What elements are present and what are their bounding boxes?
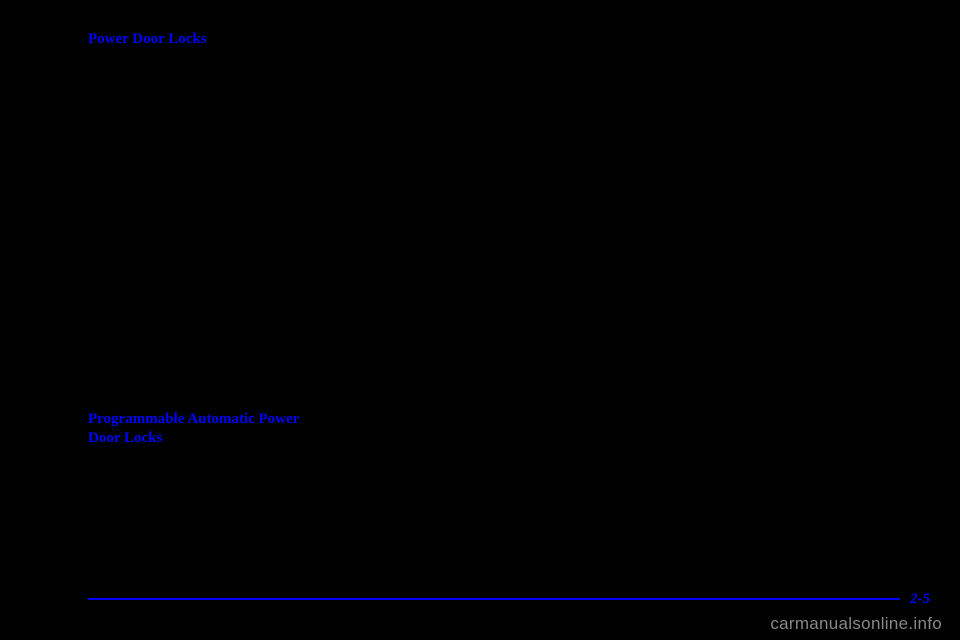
section-header-line2: Door Locks (88, 429, 488, 449)
watermark: carmanualsonline.info (770, 614, 942, 634)
footer-divider (88, 598, 900, 600)
page-number: 2-5 (910, 591, 930, 608)
page-content: Power Door Locks Programmable Automatic … (88, 30, 488, 449)
section-header-power-door-locks: Power Door Locks (88, 30, 488, 50)
section-header-programmable-auto-power-door-locks: Programmable Automatic Power Door Locks (88, 410, 488, 449)
section-header-line1: Programmable Automatic Power (88, 410, 488, 430)
